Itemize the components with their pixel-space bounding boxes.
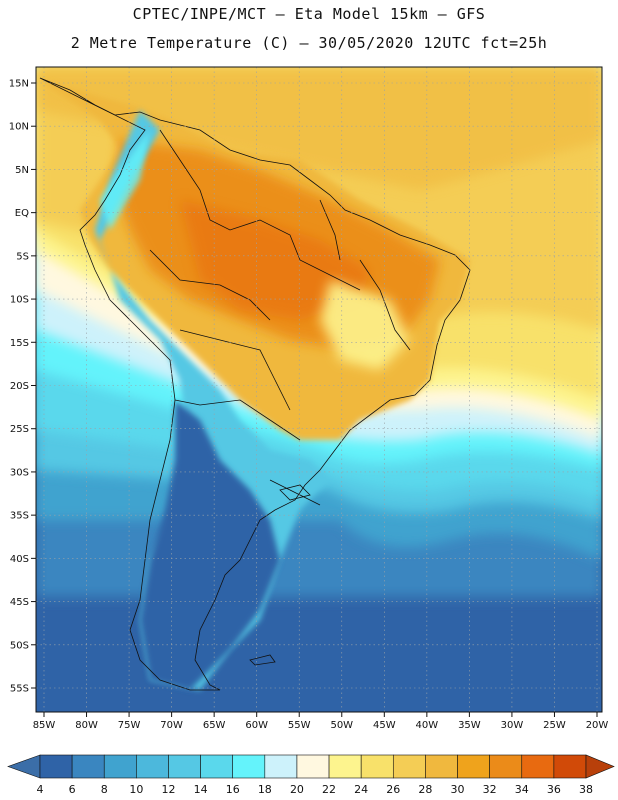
colorbar-swatch: [392, 754, 426, 779]
lat-label: 40S: [10, 554, 29, 565]
colorbar-swatch: [103, 754, 137, 779]
lon-label: 40W: [416, 720, 439, 731]
lat-label: 30S: [10, 467, 29, 478]
lon-label: 35W: [458, 720, 481, 731]
lat-label: 15S: [10, 338, 29, 349]
colorbar-label: 34: [515, 783, 529, 796]
coastlines: [39, 77, 471, 691]
colorbar-swatch: [553, 754, 587, 779]
lat-label: 15N: [9, 79, 29, 90]
lat-label: EQ: [15, 208, 29, 219]
latitude-labels: 15N 10N 5N EQ 5S 10S 15S 20S 25S 30S 35S 40S 45S 50S 5…: [9, 79, 36, 695]
colorbar-swatch: [39, 754, 73, 779]
lat-label: 5S: [16, 251, 29, 262]
colorbar-swatch: [168, 754, 201, 779]
colorbar-label: 26: [386, 783, 400, 796]
colorbar-swatch: [200, 754, 234, 779]
lon-label: 30W: [501, 720, 524, 731]
colorbar-swatch: [264, 754, 298, 779]
colorbar-label: 4: [37, 783, 44, 796]
colorbar-label: 12: [161, 783, 175, 796]
colorbar-label: 30: [451, 783, 465, 796]
colorbar-swatch: [457, 754, 490, 779]
lon-label: 65W: [203, 720, 226, 731]
colorbar-swatch: [328, 754, 362, 779]
lon-label: 80W: [75, 720, 98, 731]
colorbar-swatch: [489, 754, 523, 779]
colorbar-arrow-high: [585, 754, 615, 779]
colorbar-label: 24: [354, 783, 368, 796]
lat-label: 55S: [10, 684, 29, 695]
lat-label: 10N: [9, 122, 29, 133]
colorbar-label: 14: [194, 783, 208, 796]
title-line-2: 2 Metre Temperature (C) – 30/05/2020 12U…: [70, 34, 548, 52]
lon-label: 25W: [543, 720, 566, 731]
colorbar-label: 8: [101, 783, 108, 796]
lon-label: 75W: [118, 720, 141, 731]
lon-label: 45W: [373, 720, 396, 731]
colorbar-label: 6: [69, 783, 76, 796]
lat-label: 50S: [10, 640, 29, 651]
colorbar-label: 28: [418, 783, 432, 796]
colorbar-swatch: [360, 754, 394, 779]
colorbar-label: 32: [483, 783, 497, 796]
lon-label: 70W: [160, 720, 183, 731]
lat-label: 25S: [10, 424, 29, 435]
lon-label: 60W: [245, 720, 268, 731]
colorbar-arrow-low: [7, 754, 41, 779]
map-frame: [35, 66, 603, 713]
lon-label: 55W: [288, 720, 311, 731]
longitude-labels: 85W 80W 75W 70W 65W 60W 55W 50W 45W 40W 35W 30W 25W 2…: [33, 712, 609, 731]
colorbar-label: 36: [547, 783, 561, 796]
lon-label: 85W: [33, 720, 56, 731]
colorbar-swatch: [136, 754, 169, 779]
lon-label: 20W: [586, 720, 609, 731]
colorbar-swatch: [71, 754, 105, 779]
title-line-1: CPTEC/INPE/MCT – Eta Model 15km – GFS: [132, 5, 486, 23]
lon-label: 50W: [330, 720, 353, 731]
colorbar-label: 10: [129, 783, 143, 796]
lat-label: 10S: [10, 295, 29, 306]
colorbar-swatch: [296, 754, 330, 779]
lat-label: 45S: [10, 597, 29, 608]
lat-label: 20S: [10, 381, 29, 392]
colorbar-swatch: [425, 754, 458, 779]
colorbar-swatch: [521, 754, 555, 779]
temperature-field: [36, 67, 602, 712]
colorbar-label: 22: [322, 783, 336, 796]
colorbar: 4 6 8 10 12 14 16 18 20 22 24 26 28 30 32 34 36 38: [7, 754, 615, 796]
colorbar-label: 16: [226, 783, 240, 796]
colorbar-label: 18: [258, 783, 272, 796]
lat-label: 5N: [15, 165, 29, 176]
lat-label: 35S: [10, 511, 29, 522]
colorbar-label: 20: [290, 783, 304, 796]
colorbar-swatch: [232, 754, 266, 779]
colorbar-label: 38: [579, 783, 593, 796]
